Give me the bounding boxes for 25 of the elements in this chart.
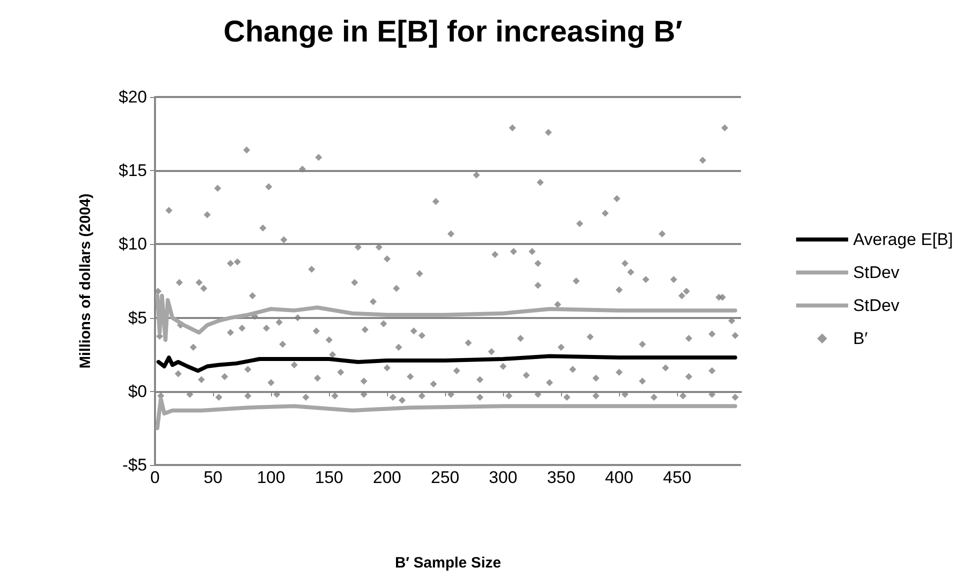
- y-tick-label: $20: [118, 88, 147, 106]
- line-series: [156, 354, 738, 373]
- y-tick-label: -$5: [122, 456, 147, 474]
- x-tick-label: 450: [662, 468, 692, 487]
- chart-title: Change in E[B] for increasing B′: [224, 16, 682, 48]
- legend-label: B′: [853, 329, 868, 348]
- x-tick-label: 400: [604, 468, 634, 487]
- x-axis-title: B′ Sample Size: [394, 554, 502, 572]
- x-tick-label: 350: [546, 468, 576, 487]
- line-series: [155, 294, 738, 342]
- x-tick-label: 300: [488, 468, 518, 487]
- x-tick-label: 200: [372, 468, 402, 487]
- y-tick-label: $0: [128, 382, 147, 401]
- x-tick-label: 100: [256, 468, 286, 487]
- y-axis-title: Millions of dollars (2004): [77, 193, 94, 369]
- y-tick-label: $15: [118, 161, 147, 180]
- legend-label: StDev: [853, 296, 900, 315]
- legend-label: Average E[B]: [853, 230, 953, 249]
- x-tick-label: 250: [430, 468, 460, 487]
- x-tick-label: 50: [204, 468, 222, 487]
- x-tick-label: 150: [314, 468, 344, 487]
- y-tick-label: $5: [128, 308, 147, 328]
- x-tick-label: 0: [150, 468, 160, 487]
- legend-label: StDev: [853, 263, 900, 282]
- y-tick-label: $10: [118, 234, 147, 254]
